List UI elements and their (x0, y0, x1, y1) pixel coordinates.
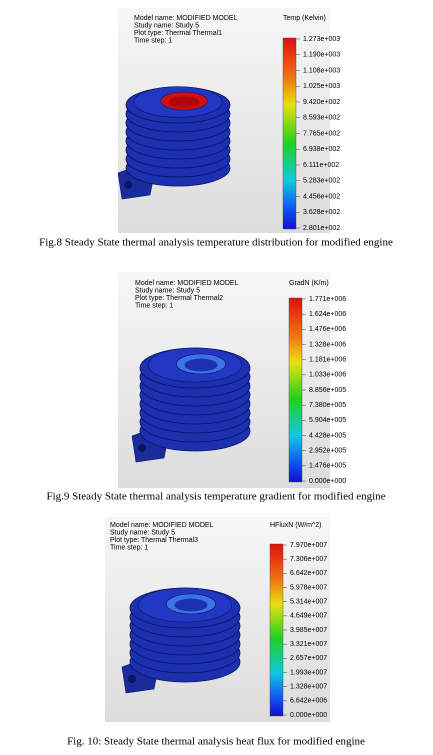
plot-info: Plot type: Thermal Thermal1 (134, 30, 222, 37)
legend-label: 7.380e+005 (309, 402, 346, 409)
plot-info: Model name: MODIFIED MODEL (110, 522, 214, 529)
legend-label: 1.273e+003 (303, 36, 340, 43)
legend-label: 4.456e+002 (303, 193, 340, 200)
plot-info: Plot type: Thermal Thermal3 (110, 537, 198, 544)
legend-label: 5.978e+007 (290, 584, 327, 591)
legend-label: 4.649e+007 (290, 613, 327, 620)
plot-info: Time step: 1 (135, 302, 173, 309)
legend-label: 8.856e+005 (309, 387, 346, 394)
legend-title: Temp (Kelvin) (283, 15, 326, 22)
legend-label: 1.181e+006 (309, 357, 346, 364)
legend-label: 2.952e+005 (309, 448, 346, 455)
plot-info: Study name: Study 5 (135, 287, 200, 294)
legend-label: 5.314e+007 (290, 599, 327, 606)
color-bar (288, 297, 303, 483)
legend-label: 6.642e+006 (290, 698, 327, 705)
legend-label: 6.111e+002 (303, 162, 339, 169)
plot-info: Plot type: Thermal Thermal2 (135, 295, 223, 302)
legend-title: HFluxN (W/m^2) (270, 522, 322, 529)
legend-label: 2.801e+002 (303, 225, 340, 232)
plot-info: Time step: 1 (134, 37, 172, 44)
legend-label: 5.904e+005 (309, 417, 346, 424)
legend-label: 6.642e+007 (290, 570, 327, 577)
legend-label: 7.970e+007 (290, 542, 327, 549)
legend-title: GradN (K/m) (289, 280, 329, 287)
legend-label: 3.985e+007 (290, 627, 327, 634)
bracket-hole (124, 181, 132, 189)
legend-label: 1.328e+006 (309, 341, 346, 348)
legend-label: 1.328e+007 (290, 684, 327, 691)
legend-label: 6.938e+002 (303, 146, 340, 153)
legend-label: 3.628e+002 (303, 209, 340, 216)
figure-caption: Fig.9 Steady State thermal analysis temp… (46, 491, 385, 503)
legend-label: 7.765e+002 (303, 130, 340, 137)
color-bar (269, 543, 284, 717)
legend-label: 8.593e+002 (303, 115, 340, 122)
legend-label: 9.420e+002 (303, 99, 340, 106)
engine-bore-inner (184, 358, 218, 372)
legend-label: 1.190e+003 (303, 52, 340, 59)
legend-label: 1.771e+006 (309, 296, 346, 303)
legend-label: 1.033e+006 (309, 372, 346, 379)
engine-bore-inner (168, 96, 200, 108)
legend-label: 2.657e+007 (290, 655, 327, 662)
plot-info: Model name: MODIFIED MODEL (135, 280, 239, 287)
legend-label: 1.108e+003 (303, 67, 340, 74)
legend-label: 7.306e+007 (290, 556, 327, 563)
legend-label: 0.000e+000 (309, 478, 346, 485)
legend-label: 3.321e+007 (290, 641, 327, 648)
plot-info: Study name: Study 5 (110, 529, 175, 536)
figure-caption: Fig.8 Steady State thermal analysis temp… (39, 237, 393, 249)
legend-label: 5.283e+002 (303, 178, 340, 185)
legend-label: 1.624e+006 (309, 311, 346, 318)
bracket-hole (138, 444, 146, 452)
legend-label: 0.000e+000 (290, 712, 327, 719)
legend-label: 1.993e+007 (290, 669, 327, 676)
legend-label: 1.025e+003 (303, 83, 340, 90)
color-bar (282, 37, 297, 230)
plot-info: Study name: Study 5 (134, 22, 199, 29)
plot-info: Time step: 1 (110, 544, 148, 551)
engine-bore-inner (174, 598, 208, 612)
legend-label: 1.476e+005 (309, 463, 346, 470)
legend-label: 4.428e+005 (309, 432, 346, 439)
legend-label: 1.476e+006 (309, 326, 346, 333)
figure-caption: Fig. 10: Steady State thermal analysis h… (67, 736, 365, 748)
plot-info: Model name: MODIFIED MODEL (134, 15, 238, 22)
bracket-hole (128, 675, 136, 683)
